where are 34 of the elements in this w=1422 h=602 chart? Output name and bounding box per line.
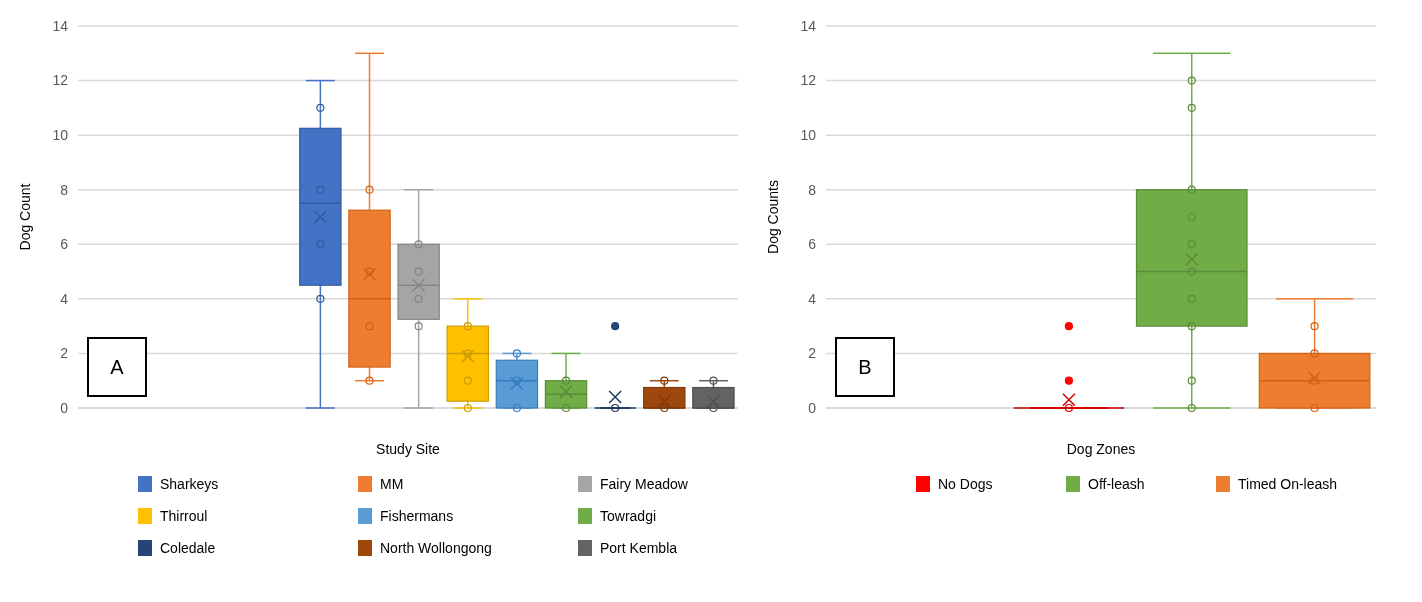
y-tick-label: 8 [60, 181, 69, 198]
y-tick-label: 2 [60, 345, 69, 362]
y-tick-label: 12 [800, 72, 817, 89]
legend-label: Sharkeys [160, 475, 219, 492]
legend-label: Coledale [160, 539, 216, 556]
y-tick-label: 14 [800, 17, 817, 34]
y-tick-label: 6 [60, 236, 69, 253]
legend-label: Timed On-leash [1238, 475, 1338, 492]
x-axis-title: Dog Zones [1066, 441, 1136, 457]
annotation: A [110, 356, 125, 378]
y-axis-title: Dog Counts [765, 180, 781, 254]
x-axis-title: Study Site [376, 441, 441, 457]
legend-label: Thirroul [160, 507, 208, 524]
legend-label: MM [380, 475, 404, 492]
legend-label: No Dogs [938, 475, 993, 492]
y-tick-label: 2 [808, 345, 817, 362]
y-tick-label: 4 [60, 290, 69, 307]
y-tick-label: 12 [52, 72, 69, 89]
y-tick-label: 0 [60, 399, 69, 416]
legend-label: North Wollongong [380, 539, 492, 556]
legend-label: Fishermans [380, 507, 454, 524]
y-axis-title: Dog Count [17, 183, 33, 251]
legend-label: Fairy Meadow [600, 475, 689, 492]
legend-label: Off-leash [1088, 475, 1145, 492]
y-tick-label: 4 [808, 290, 817, 307]
y-tick-label: 0 [808, 399, 817, 416]
legend-label: Towradgi [600, 507, 657, 524]
annotation: B [858, 356, 872, 378]
y-tick-label: 10 [800, 127, 817, 144]
y-tick-label: 14 [52, 17, 69, 34]
y-tick-label: 8 [808, 181, 817, 198]
y-tick-label: 6 [808, 236, 817, 253]
y-tick-label: 10 [52, 127, 69, 144]
legend-label: Port Kembla [600, 539, 678, 556]
